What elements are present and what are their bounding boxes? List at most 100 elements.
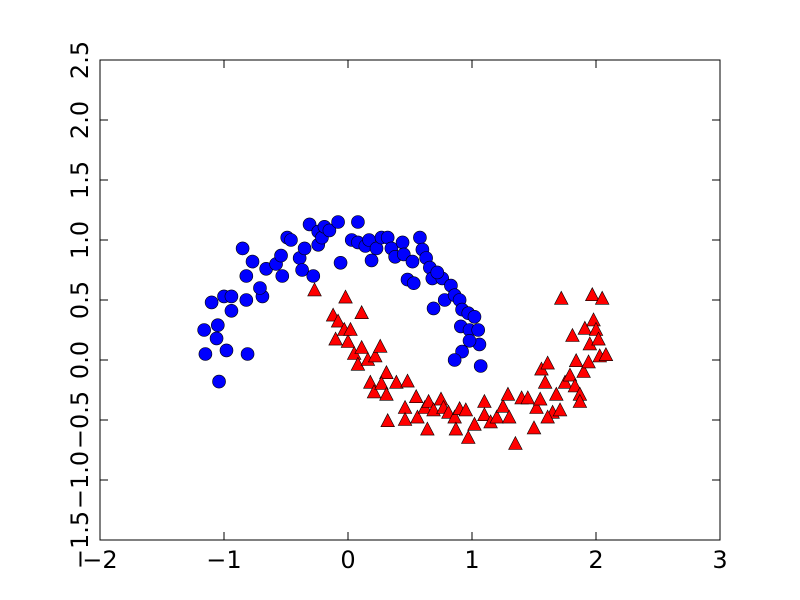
triangle-point bbox=[477, 407, 492, 422]
circle-point bbox=[467, 309, 482, 324]
circle-point bbox=[219, 343, 234, 358]
triangle-point bbox=[389, 374, 404, 389]
triangle-point bbox=[448, 421, 464, 436]
triangle-point bbox=[408, 389, 424, 404]
circle-point bbox=[240, 347, 255, 361]
triangle-point bbox=[421, 393, 436, 408]
triangle-point bbox=[553, 290, 569, 305]
triangle-point bbox=[489, 409, 505, 424]
x-tick-label: 2 bbox=[588, 546, 603, 574]
triangle-point bbox=[340, 333, 356, 348]
triangle-point bbox=[354, 339, 369, 354]
triangle-point bbox=[586, 312, 601, 327]
circle-point bbox=[239, 293, 254, 307]
circle-point bbox=[297, 241, 312, 256]
triangle-point bbox=[588, 321, 604, 336]
triangle-point bbox=[350, 356, 366, 371]
x-tick-label: −1 bbox=[206, 546, 241, 574]
triangle-point bbox=[537, 374, 553, 389]
triangle-point bbox=[420, 421, 435, 436]
triangle-point bbox=[501, 409, 517, 424]
triangle-point bbox=[374, 375, 389, 390]
triangle-point bbox=[552, 402, 568, 417]
circle-point bbox=[413, 230, 427, 245]
circle-point bbox=[197, 323, 211, 337]
circle-point bbox=[351, 215, 365, 229]
triangle-point bbox=[343, 321, 358, 336]
triangle-point bbox=[372, 338, 388, 353]
x-tick-label: 3 bbox=[712, 546, 727, 574]
circle-point bbox=[275, 269, 290, 283]
triangle-point bbox=[380, 413, 395, 428]
triangle-point bbox=[366, 384, 382, 399]
triangle-point bbox=[400, 373, 415, 388]
y-tick-label: 0.0 bbox=[66, 341, 94, 379]
circle-point bbox=[224, 289, 239, 304]
y-tick-label: −1.5 bbox=[66, 511, 94, 569]
triangle-point bbox=[526, 420, 542, 435]
triangle-point bbox=[540, 409, 555, 424]
triangle-point bbox=[328, 331, 343, 346]
triangle-point bbox=[410, 409, 425, 424]
triangle-point bbox=[460, 429, 476, 444]
triangle-point bbox=[562, 367, 578, 382]
triangle-point bbox=[594, 290, 610, 305]
circle-point bbox=[235, 241, 250, 256]
y-tick-label: −1.0 bbox=[66, 451, 94, 509]
circle-point bbox=[239, 269, 254, 283]
triangle-point bbox=[581, 354, 596, 369]
triangle-point bbox=[520, 390, 536, 405]
circle-point bbox=[322, 223, 337, 238]
triangle-point bbox=[495, 398, 511, 413]
triangle-point bbox=[379, 386, 394, 401]
triangle-point bbox=[576, 363, 591, 378]
circle-point bbox=[333, 255, 348, 270]
circle-point bbox=[212, 374, 226, 389]
y-tick-label: 2.0 bbox=[66, 101, 94, 139]
triangle-point bbox=[568, 353, 584, 368]
triangle-point bbox=[584, 287, 600, 302]
triangle-point bbox=[379, 365, 394, 380]
triangle-point bbox=[540, 355, 555, 370]
circle-point bbox=[211, 318, 225, 333]
circle-point bbox=[430, 265, 445, 280]
circle-point bbox=[245, 254, 260, 269]
triangle-point bbox=[447, 409, 462, 424]
x-tick-label: 1 bbox=[464, 546, 479, 574]
triangle-point bbox=[307, 282, 322, 297]
triangle-point bbox=[338, 289, 353, 304]
triangle-point bbox=[532, 391, 548, 406]
triangle-point bbox=[500, 386, 516, 401]
triangle-point bbox=[458, 402, 474, 417]
x-tick-label: 0 bbox=[340, 546, 355, 574]
triangle-point bbox=[508, 435, 523, 450]
y-tick-label: 0.5 bbox=[66, 281, 94, 319]
circle-point bbox=[306, 269, 321, 283]
circle-point bbox=[284, 233, 298, 247]
circle-point bbox=[209, 331, 224, 346]
circle-point bbox=[364, 253, 379, 268]
circle-point bbox=[473, 359, 488, 373]
circle-point bbox=[331, 215, 345, 229]
x-tick-label: −2 bbox=[82, 546, 117, 574]
circle-point bbox=[406, 276, 421, 291]
circle-point bbox=[253, 281, 267, 295]
triangle-point bbox=[565, 327, 580, 342]
triangle-point bbox=[529, 399, 544, 414]
triangle-point bbox=[367, 348, 383, 363]
triangle-point bbox=[549, 386, 564, 401]
circle-point bbox=[426, 301, 441, 316]
triangle-point bbox=[567, 378, 583, 393]
y-tick-label: 2.5 bbox=[66, 41, 94, 79]
circle-point bbox=[462, 333, 477, 348]
triangle-point bbox=[467, 416, 482, 431]
y-tick-label: 1.5 bbox=[66, 161, 94, 199]
triangle-point bbox=[557, 374, 573, 389]
circle-point bbox=[447, 353, 462, 367]
triangle-point bbox=[330, 313, 346, 328]
triangle-point bbox=[591, 331, 606, 346]
circle-point bbox=[295, 263, 309, 277]
circle-point bbox=[471, 323, 486, 337]
